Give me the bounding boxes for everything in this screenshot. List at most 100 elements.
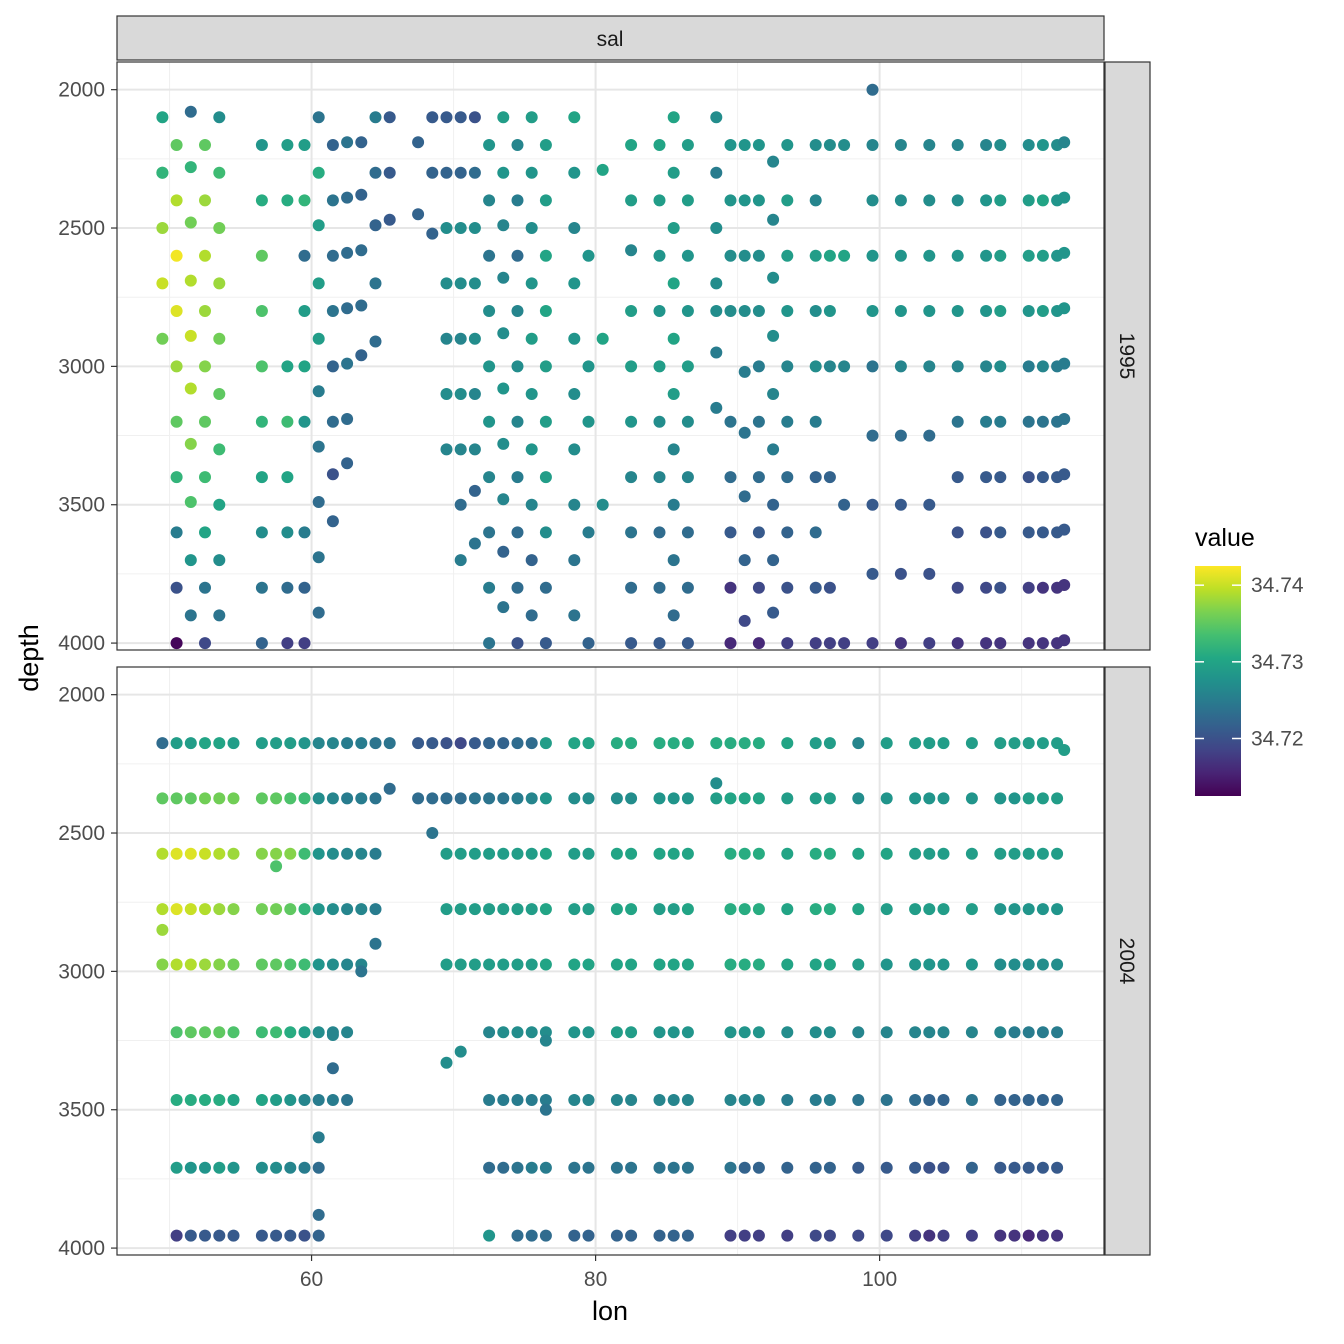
data-point bbox=[738, 1094, 751, 1106]
data-point bbox=[923, 249, 936, 262]
data-point bbox=[866, 305, 879, 317]
data-point bbox=[483, 903, 496, 916]
data-point bbox=[255, 194, 268, 207]
data-point bbox=[1036, 415, 1049, 428]
data-point bbox=[426, 111, 439, 124]
data-point bbox=[483, 305, 496, 317]
data-point bbox=[610, 958, 623, 971]
panel-border-2004 bbox=[116, 666, 1105, 1256]
data-point bbox=[213, 609, 226, 622]
data-point bbox=[809, 1026, 822, 1039]
data-point bbox=[994, 526, 1007, 539]
data-point bbox=[539, 139, 552, 151]
data-point bbox=[284, 847, 297, 860]
data-point bbox=[184, 161, 197, 174]
data-point bbox=[284, 903, 297, 916]
data-point bbox=[298, 581, 311, 594]
data-point bbox=[511, 471, 524, 484]
data-point bbox=[568, 332, 581, 345]
data-point bbox=[326, 1062, 339, 1075]
data-point bbox=[781, 305, 794, 317]
data-point bbox=[1022, 792, 1035, 805]
data-point bbox=[170, 847, 183, 860]
data-point bbox=[724, 249, 737, 262]
data-point bbox=[667, 958, 680, 971]
data-point bbox=[653, 1161, 666, 1174]
data-point bbox=[582, 637, 595, 650]
data-point bbox=[937, 847, 950, 860]
data-point bbox=[483, 249, 496, 262]
data-point bbox=[440, 792, 453, 805]
data-point bbox=[326, 958, 339, 971]
data-point bbox=[170, 792, 183, 805]
data-point bbox=[951, 526, 964, 539]
data-point bbox=[994, 194, 1007, 207]
data-point bbox=[525, 166, 538, 179]
data-point bbox=[1008, 1026, 1021, 1039]
data-point bbox=[511, 305, 524, 317]
data-point bbox=[440, 1056, 453, 1069]
data-point bbox=[724, 958, 737, 971]
data-point bbox=[326, 903, 339, 916]
data-point bbox=[724, 737, 737, 750]
data-point bbox=[994, 360, 1007, 373]
data-point bbox=[681, 737, 694, 750]
data-point bbox=[625, 958, 638, 971]
data-point bbox=[312, 277, 325, 290]
data-point bbox=[823, 139, 836, 151]
data-point bbox=[724, 1229, 737, 1242]
data-point bbox=[369, 792, 382, 805]
data-point bbox=[454, 958, 467, 971]
data-point bbox=[483, 360, 496, 373]
data-point bbox=[1008, 792, 1021, 805]
data-point bbox=[525, 277, 538, 290]
data-point bbox=[170, 360, 183, 373]
data-point bbox=[539, 1103, 552, 1116]
data-point bbox=[1008, 958, 1021, 971]
data-point bbox=[539, 637, 552, 650]
data-point bbox=[355, 965, 368, 978]
data-point bbox=[681, 847, 694, 860]
data-point bbox=[312, 1208, 325, 1221]
data-point bbox=[213, 277, 226, 290]
data-point bbox=[312, 111, 325, 124]
data-point bbox=[724, 526, 737, 539]
data-point bbox=[823, 360, 836, 373]
data-point bbox=[752, 360, 765, 373]
data-point bbox=[724, 792, 737, 805]
data-point bbox=[1036, 1094, 1049, 1106]
data-point bbox=[710, 111, 723, 124]
data-point bbox=[281, 581, 294, 594]
data-point bbox=[539, 737, 552, 750]
data-point bbox=[170, 637, 183, 650]
data-point bbox=[767, 554, 780, 567]
data-point bbox=[539, 194, 552, 207]
data-point bbox=[1036, 637, 1049, 650]
data-point bbox=[539, 1094, 552, 1106]
data-point bbox=[880, 958, 893, 971]
data-point bbox=[681, 637, 694, 650]
data-point bbox=[909, 1094, 922, 1106]
data-point bbox=[255, 1094, 268, 1106]
legend-tick-label: 34.74 bbox=[1251, 574, 1304, 597]
data-point bbox=[298, 194, 311, 207]
data-point bbox=[923, 1161, 936, 1174]
data-point bbox=[667, 609, 680, 622]
data-point bbox=[710, 277, 723, 290]
data-point bbox=[724, 1161, 737, 1174]
data-point bbox=[923, 847, 936, 860]
data-point bbox=[440, 111, 453, 124]
data-point bbox=[454, 222, 467, 234]
data-point bbox=[568, 388, 581, 400]
data-point bbox=[1008, 1161, 1021, 1174]
data-point bbox=[511, 581, 524, 594]
data-point bbox=[681, 471, 694, 484]
data-point bbox=[852, 1161, 865, 1174]
data-point bbox=[170, 526, 183, 539]
data-point bbox=[539, 360, 552, 373]
data-point bbox=[937, 958, 950, 971]
data-point bbox=[681, 958, 694, 971]
facet-strip-label-1995: 1995 bbox=[1115, 333, 1138, 380]
data-point bbox=[738, 194, 751, 207]
data-point bbox=[298, 1026, 311, 1039]
